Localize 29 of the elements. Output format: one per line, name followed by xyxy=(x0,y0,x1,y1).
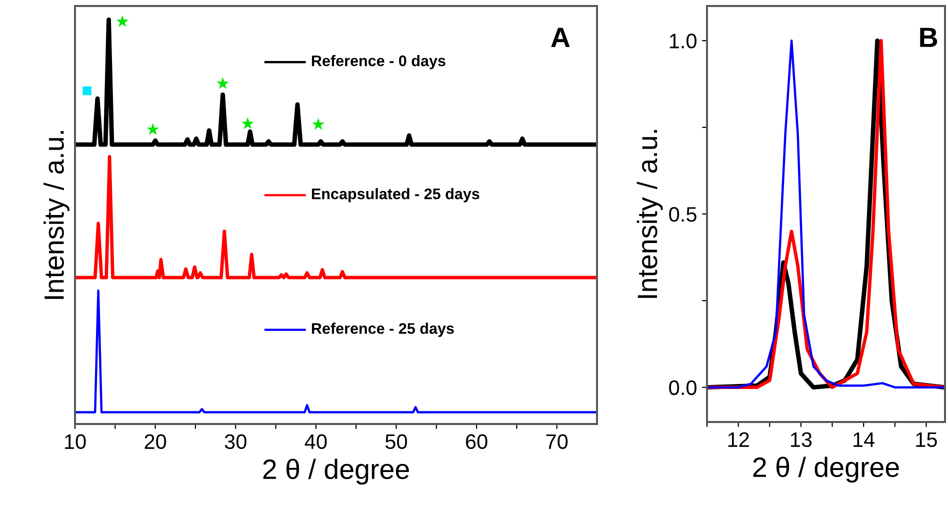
x-axis-title: 2 θ / degree xyxy=(263,458,409,485)
y-axis-title: Intensity / a.u. xyxy=(636,130,663,298)
legend-label: Reference - 0 days xyxy=(312,55,446,70)
point xyxy=(116,15,129,28)
y-axis-title: Intensity / a.u. xyxy=(44,131,70,299)
y-tick-label: 0.5 xyxy=(669,207,696,222)
point xyxy=(82,86,92,96)
x-tick-label: 10 xyxy=(65,434,86,450)
y-tick-label: 1.0 xyxy=(670,34,696,48)
x-tick-label: 15 xyxy=(916,432,937,448)
x-tick-label: 50 xyxy=(385,434,408,450)
x-tick-label: 13 xyxy=(790,432,812,448)
x-axis-title: 2 θ / degree xyxy=(753,456,899,483)
point xyxy=(241,117,254,130)
x-tick-label: 30 xyxy=(224,434,246,450)
y-tick-label: 0.0 xyxy=(669,380,696,396)
x-tick-label: 20 xyxy=(144,434,166,450)
point xyxy=(146,123,160,135)
x-tick-label: 70 xyxy=(546,434,568,450)
legend-label: Reference - 25 days xyxy=(312,322,454,337)
x-tick-label: 14 xyxy=(854,432,875,447)
x-tick-label: 12 xyxy=(728,432,749,447)
annotation: A xyxy=(551,28,570,48)
annotation: B xyxy=(920,28,938,47)
legend-label: Encapsulated - 25 days xyxy=(312,188,480,202)
point xyxy=(312,118,325,130)
x-tick-label: 40 xyxy=(304,434,327,450)
point xyxy=(216,77,230,90)
x-tick-label: 60 xyxy=(466,434,488,450)
